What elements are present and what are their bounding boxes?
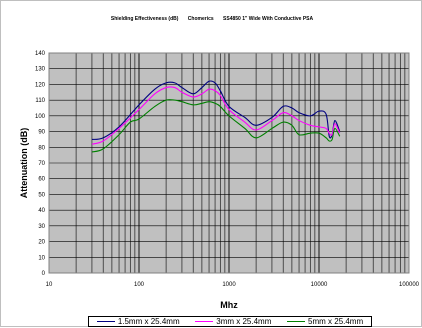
chart-title-part-2: Chomerics [187,16,214,22]
y-axis-ticks: 0 10 20 30 40 50 60 70 80 90 100 110 120 130 140 [35,51,46,277]
legend-label-series-1: 1.5mm x 25.4mm [117,317,180,326]
legend-item-series-2: 3mm x 25.4mm [195,317,271,326]
x-tick-label: 100 [134,282,145,288]
y-tick-label: 80 [38,145,45,151]
y-tick-label: 0 [42,271,46,277]
x-axis-label: Mhz [220,300,238,310]
y-tick-label: 70 [38,161,45,167]
plot-area-border [48,52,410,274]
legend-item-series-1: 1.5mm x 25.4mm [96,317,180,326]
y-tick-label: 140 [35,51,46,57]
y-tick-label: 120 [35,82,46,88]
legend-label-series-3: 5mm x 25.4mm [308,317,364,326]
series-line-1 [91,80,341,140]
y-tick-label: 100 [35,114,46,120]
y-tick-label: 50 [38,192,45,198]
legend-swatch-series-3 [287,321,306,322]
y-tick-label: 110 [35,98,45,104]
y-tick-label: 60 [38,177,45,183]
y-tick-label: 10 [38,255,45,261]
chart-title: Shielding Effectiveness (dB) Chomerics S… [1,16,422,22]
y-tick-label: 30 [38,224,45,230]
y-tick-label: 130 [35,67,46,73]
y-tick-label: 40 [38,208,45,214]
chart-title-part-3: SS4850 1" Wide With Conductive PSA [223,16,314,22]
x-tick-label: 10000 [311,282,328,288]
y-axis-label: Attenuation (dB) [19,128,29,198]
series-line-3 [91,99,341,153]
x-axis-ticks: 10 100 1000 10000 100000 [46,282,420,288]
x-tick-label: 1000 [222,282,236,288]
legend-swatch-series-2 [195,321,214,322]
x-tick-label: 10 [46,282,53,288]
series-lines [91,80,341,153]
legend: 1.5mm x 25.4mm 3mm x 25.4mm 5mm x 25.4mm [88,316,372,327]
legend-swatch-series-1 [96,321,115,322]
x-tick-label: 100000 [399,282,420,288]
legend-label-series-2: 3mm x 25.4mm [216,317,272,326]
chart-title-part-1: Shielding Effectiveness (dB) [110,16,179,22]
y-tick-label: 20 [38,240,45,246]
y-tick-label: 90 [38,130,45,136]
legend-item-series-3: 5mm x 25.4mm [287,317,363,326]
series-line-2 [91,86,341,145]
gridlines [48,52,410,274]
